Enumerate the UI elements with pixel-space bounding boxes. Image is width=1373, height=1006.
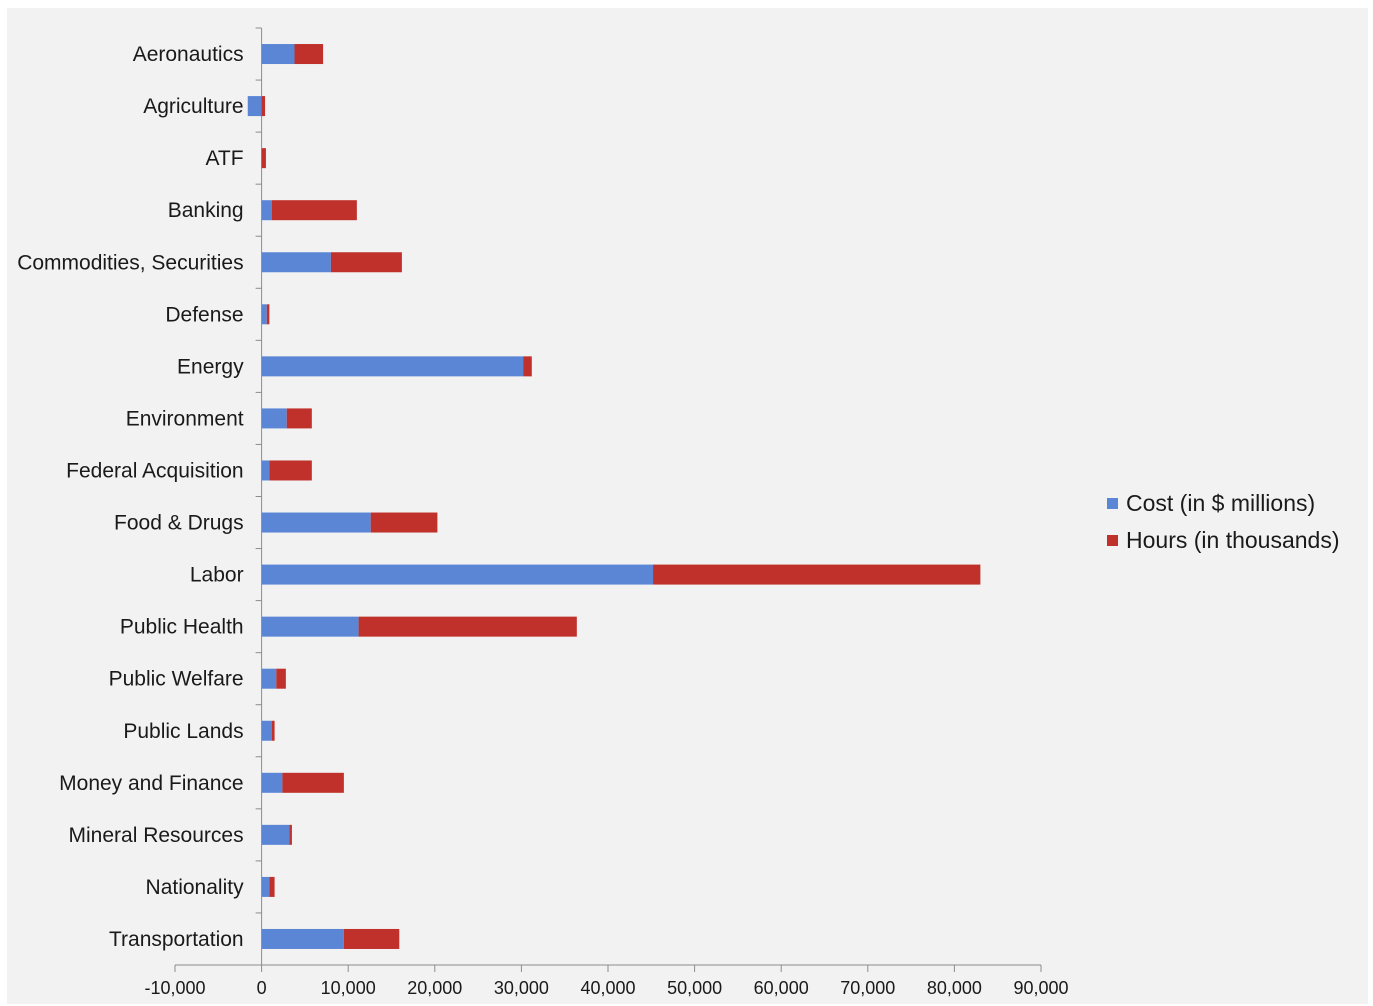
cost-bar [261, 720, 272, 741]
x-tick-label: 50,000 [667, 978, 722, 998]
cost-bar [261, 616, 359, 637]
x-tick-label: 0 [257, 978, 267, 998]
category-label: Public Health [120, 616, 244, 639]
x-tick-label: 40,000 [580, 978, 635, 998]
legend-swatch [1107, 498, 1118, 509]
hours-bar [294, 44, 324, 65]
chart-legend: Cost (in $ millions) Hours (in thousands) [1107, 485, 1340, 559]
cost-bar [261, 824, 290, 845]
hours-bar [261, 148, 266, 169]
category-label: Energy [177, 355, 244, 378]
cost-bar [261, 356, 524, 377]
category-label: Mineral Resources [69, 824, 244, 847]
hours-bar [261, 96, 266, 117]
cost-bar [261, 44, 295, 65]
cost-bar [261, 460, 270, 481]
cost-bar [261, 876, 270, 897]
x-tick-label: 30,000 [494, 978, 549, 998]
hours-bar [653, 564, 981, 585]
x-tick-label: 10,000 [321, 978, 376, 998]
category-label: Environment [126, 407, 244, 430]
x-tick-label: 20,000 [407, 978, 462, 998]
category-label: Aeronautics [133, 43, 244, 66]
x-tick-label: 80,000 [927, 978, 982, 998]
cost-bar [261, 252, 331, 273]
hours-bar [266, 304, 270, 325]
cost-bar [261, 772, 283, 793]
legend-label: Hours (in thousands) [1126, 527, 1340, 553]
category-label: Banking [168, 199, 244, 222]
hours-bar [523, 356, 532, 377]
legend-item: Hours (in thousands) [1107, 522, 1340, 559]
hours-bar [286, 408, 312, 429]
hours-bar [271, 200, 357, 221]
category-label: Labor [190, 564, 244, 587]
legend-swatch [1107, 535, 1118, 546]
hours-bar [370, 512, 438, 533]
hours-bar [289, 824, 292, 845]
labels-layer: -10,000 0 10,000 20,000 30,000 40,000 50,000 60… [17, 43, 1068, 998]
hours-bar [269, 460, 312, 481]
hours-bar [330, 252, 402, 273]
cost-bar [261, 668, 277, 689]
cost-bar [261, 408, 287, 429]
axes-layer [174, 27, 1042, 972]
category-label: Transportation [109, 928, 244, 951]
hours-bar [271, 720, 275, 741]
bar-chart: -10,000 0 10,000 20,000 30,000 40,000 50,000 60… [17, 27, 1069, 998]
hours-bar [269, 876, 275, 897]
x-tick-label: 60,000 [754, 978, 809, 998]
bars-layer [247, 44, 981, 949]
cost-bar [261, 564, 654, 585]
hours-bar [358, 616, 577, 637]
hours-bar [276, 668, 286, 689]
legend-item: Cost (in $ millions) [1107, 485, 1340, 522]
cost-bar [261, 928, 344, 949]
category-label: Public Welfare [109, 668, 244, 691]
cost-bar [261, 304, 267, 325]
category-label: Agriculture [143, 95, 243, 118]
category-label: Defense [165, 303, 243, 326]
category-label: Food & Drugs [114, 512, 244, 535]
category-label: Money and Finance [59, 772, 243, 795]
legend-label: Cost (in $ millions) [1126, 490, 1316, 516]
cost-bar [261, 512, 371, 533]
category-label: ATF [205, 147, 243, 170]
cost-bar [247, 96, 262, 117]
x-tick-label: -10,000 [144, 978, 205, 998]
x-tick-label: 70,000 [840, 978, 895, 998]
category-label: Commodities, Securities [17, 251, 243, 274]
hours-bar [343, 928, 400, 949]
hours-bar [282, 772, 344, 793]
category-label: Public Lands [123, 720, 243, 743]
chart-area: -10,000 0 10,000 20,000 30,000 40,000 50,000 60… [7, 8, 1368, 1004]
cost-bar [261, 200, 272, 221]
category-label: Nationality [146, 876, 245, 899]
category-label: Federal Acquisition [66, 459, 243, 482]
x-tick-label: 90,000 [1013, 978, 1068, 998]
